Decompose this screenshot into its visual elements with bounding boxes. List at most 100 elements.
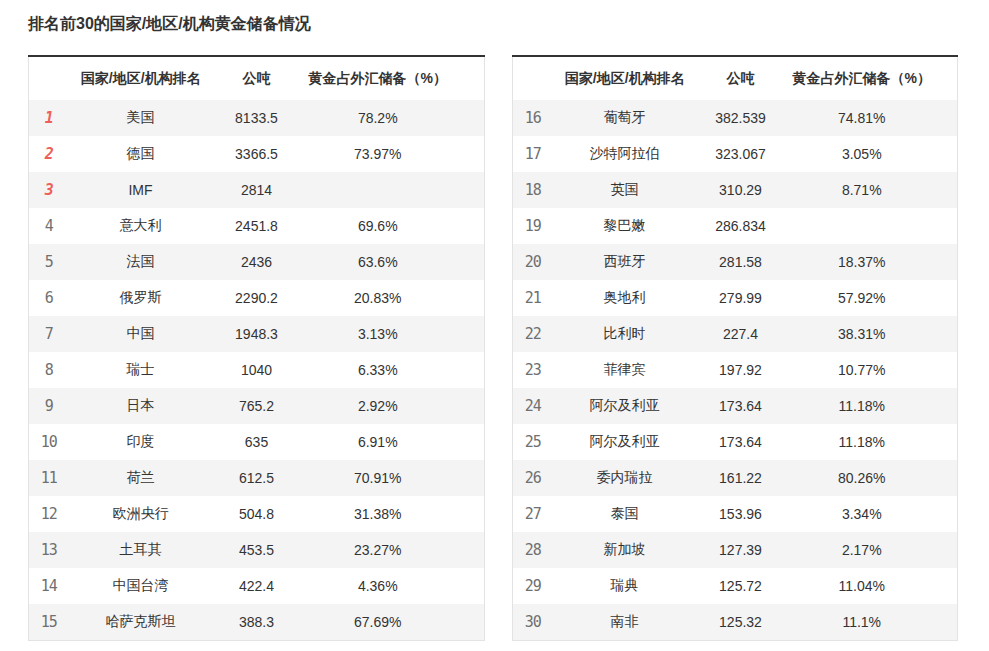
table-row: 12欧洲央行504.831.38% (29, 496, 485, 532)
rank-cell: 8 (29, 352, 69, 388)
country-cell: 菲律宾 (553, 352, 697, 388)
page-title: 排名前30的国家/地区/机构黄金储备情况 (28, 13, 989, 35)
table-row: 20西班牙281.5818.37% (513, 244, 958, 280)
country-cell: 瑞典 (553, 568, 697, 604)
tons-cell: 612.5 (213, 460, 301, 496)
rank-cell: 11 (29, 460, 69, 496)
country-cell: 印度 (69, 424, 213, 460)
tons-cell: 286.834 (697, 208, 785, 244)
rank-cell: 13 (29, 532, 69, 568)
table-row: 2德国3366.573.97% (29, 136, 485, 172)
table-row: 13土耳其453.523.27% (29, 532, 485, 568)
country-cell: 欧洲央行 (69, 496, 213, 532)
pct-cell: 80.26% (785, 460, 958, 496)
rank-cell: 9 (29, 388, 69, 424)
tons-cell: 422.4 (213, 568, 301, 604)
tons-cell: 1948.3 (213, 316, 301, 352)
pct-cell: 4.36% (301, 568, 485, 604)
table-row: 8瑞士10406.33% (29, 352, 485, 388)
table-row: 6俄罗斯2290.220.83% (29, 280, 485, 316)
table-row: 17沙特阿拉伯323.0673.05% (513, 136, 958, 172)
country-cell: 荷兰 (69, 460, 213, 496)
pct-cell: 31.38% (301, 496, 485, 532)
rank-cell: 1 (29, 100, 69, 136)
tons-cell: 127.39 (697, 532, 785, 568)
pct-cell: 38.31% (785, 316, 958, 352)
country-cell: 葡萄牙 (553, 100, 697, 136)
table-row: 9日本765.22.92% (29, 388, 485, 424)
table-row: 21奥地利279.9957.92% (513, 280, 958, 316)
country-cell: 法国 (69, 244, 213, 280)
pct-cell: 11.1% (785, 604, 958, 640)
country-cell: 比利时 (553, 316, 697, 352)
country-cell: 阿尔及利亚 (553, 424, 697, 460)
tons-cell: 227.4 (697, 316, 785, 352)
country-cell: 南非 (553, 604, 697, 640)
country-cell: 瑞士 (69, 352, 213, 388)
pct-cell: 8.71% (785, 172, 958, 208)
country-cell: 泰国 (553, 496, 697, 532)
pct-cell: 6.91% (301, 424, 485, 460)
tons-cell: 279.99 (697, 280, 785, 316)
pct-cell: 70.91% (301, 460, 485, 496)
pct-cell: 2.92% (301, 388, 485, 424)
tons-cell: 382.539 (697, 100, 785, 136)
tons-cell: 125.32 (697, 604, 785, 640)
table-row: 27泰国153.963.34% (513, 496, 958, 532)
table-row: 4意大利2451.869.6% (29, 208, 485, 244)
tons-cell: 125.72 (697, 568, 785, 604)
rank-cell: 10 (29, 424, 69, 460)
pct-cell: 23.27% (301, 532, 485, 568)
tons-cell: 281.58 (697, 244, 785, 280)
table-row: 11荷兰612.570.91% (29, 460, 485, 496)
table-row: 22比利时227.438.31% (513, 316, 958, 352)
tons-cell: 2290.2 (213, 280, 301, 316)
country-cell: 委内瑞拉 (553, 460, 697, 496)
tons-cell: 635 (213, 424, 301, 460)
table-row: 5法国243663.6% (29, 244, 485, 280)
country-cell: 英国 (553, 172, 697, 208)
pct-cell: 69.6% (301, 208, 485, 244)
pct-cell: 11.04% (785, 568, 958, 604)
column-header-tons: 公吨 (697, 56, 785, 100)
tons-cell: 153.96 (697, 496, 785, 532)
tons-cell: 504.8 (213, 496, 301, 532)
rank-cell: 25 (513, 424, 553, 460)
column-header-pct: 黄金占外汇储备（%） (301, 56, 485, 100)
pct-cell: 3.05% (785, 136, 958, 172)
pct-cell: 20.83% (301, 280, 485, 316)
table-header-row: 国家/地区/机构排名 公吨 黄金占外汇储备（%） (513, 56, 958, 100)
table-header-row: 国家/地区/机构排名 公吨 黄金占外汇储备（%） (29, 56, 485, 100)
pct-cell: 10.77% (785, 352, 958, 388)
tons-cell: 310.29 (697, 172, 785, 208)
rank-cell: 30 (513, 604, 553, 640)
tons-cell: 173.64 (697, 424, 785, 460)
tons-cell: 2436 (213, 244, 301, 280)
pct-cell: 3.13% (301, 316, 485, 352)
pct-cell: 18.37% (785, 244, 958, 280)
table-row: 1美国8133.578.2% (29, 100, 485, 136)
pct-cell (785, 208, 958, 244)
pct-cell: 57.92% (785, 280, 958, 316)
country-cell: IMF (69, 172, 213, 208)
pct-cell: 3.34% (785, 496, 958, 532)
rank-cell: 3 (29, 172, 69, 208)
pct-cell: 11.18% (785, 388, 958, 424)
tons-cell: 3366.5 (213, 136, 301, 172)
table-row: 19黎巴嫩286.834 (513, 208, 958, 244)
table-row: 7中国1948.33.13% (29, 316, 485, 352)
country-cell: 西班牙 (553, 244, 697, 280)
pct-cell: 11.18% (785, 424, 958, 460)
tons-cell: 8133.5 (213, 100, 301, 136)
country-cell: 土耳其 (69, 532, 213, 568)
pct-cell: 67.69% (301, 604, 485, 640)
table-row: 29瑞典125.7211.04% (513, 568, 958, 604)
rank-cell: 12 (29, 496, 69, 532)
pct-cell (301, 172, 485, 208)
rank-cell: 22 (513, 316, 553, 352)
table-row: 24阿尔及利亚173.6411.18% (513, 388, 958, 424)
rank-cell: 21 (513, 280, 553, 316)
pct-cell: 73.97% (301, 136, 485, 172)
rank-cell: 15 (29, 604, 69, 640)
rank-cell: 18 (513, 172, 553, 208)
